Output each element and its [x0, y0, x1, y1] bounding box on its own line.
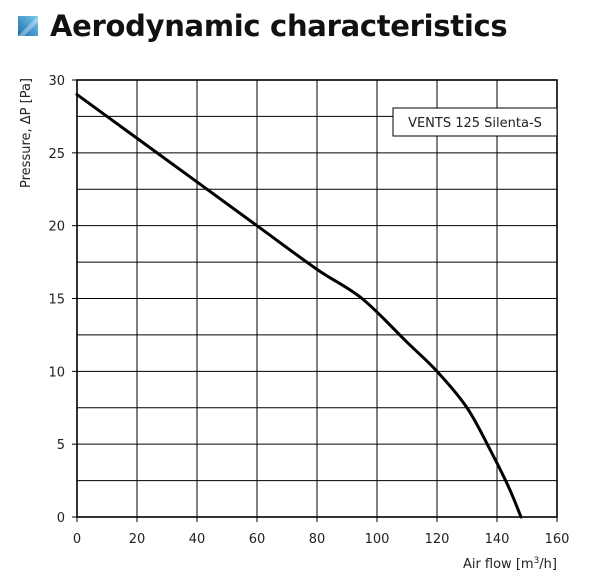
y-tick-label: 5 [57, 438, 65, 453]
x-tick-label: 20 [129, 532, 146, 547]
series-line [75, 93, 523, 519]
y-axis-label: Pressure, ΔP [Pa] [19, 78, 34, 188]
y-tick-label: 0 [57, 511, 65, 526]
x-tick-label: 140 [485, 532, 510, 547]
x-tick-label: 100 [365, 532, 390, 547]
x-axis-label: Air flow [m3/h] [463, 556, 557, 572]
page-header: Aerodynamic characteristics [18, 6, 508, 46]
brand-square-icon [18, 16, 38, 36]
x-tick-label: 0 [73, 532, 81, 547]
x-tick-label: 120 [425, 532, 450, 547]
y-tick-label: 30 [48, 74, 65, 89]
legend: VENTS 125 Silenta-S [392, 107, 558, 137]
x-tick-label: 40 [189, 532, 206, 547]
x-tick-label: 80 [309, 532, 326, 547]
x-tick-labels: 0 20 40 60 80 100 120 140 160 [73, 517, 570, 547]
x-tick-label: 60 [249, 532, 266, 547]
y-tick-labels: 0 5 10 15 20 25 30 [48, 74, 77, 526]
legend-label: VENTS 125 Silenta-S [408, 116, 542, 131]
x-tick-label: 160 [545, 532, 570, 547]
y-tick-label: 15 [48, 293, 65, 308]
page-title: Aerodynamic characteristics [50, 9, 508, 43]
y-tick-label: 25 [48, 147, 65, 162]
y-tick-label: 20 [48, 220, 65, 235]
legend-box [392, 107, 558, 137]
y-tick-label: 10 [48, 365, 65, 380]
